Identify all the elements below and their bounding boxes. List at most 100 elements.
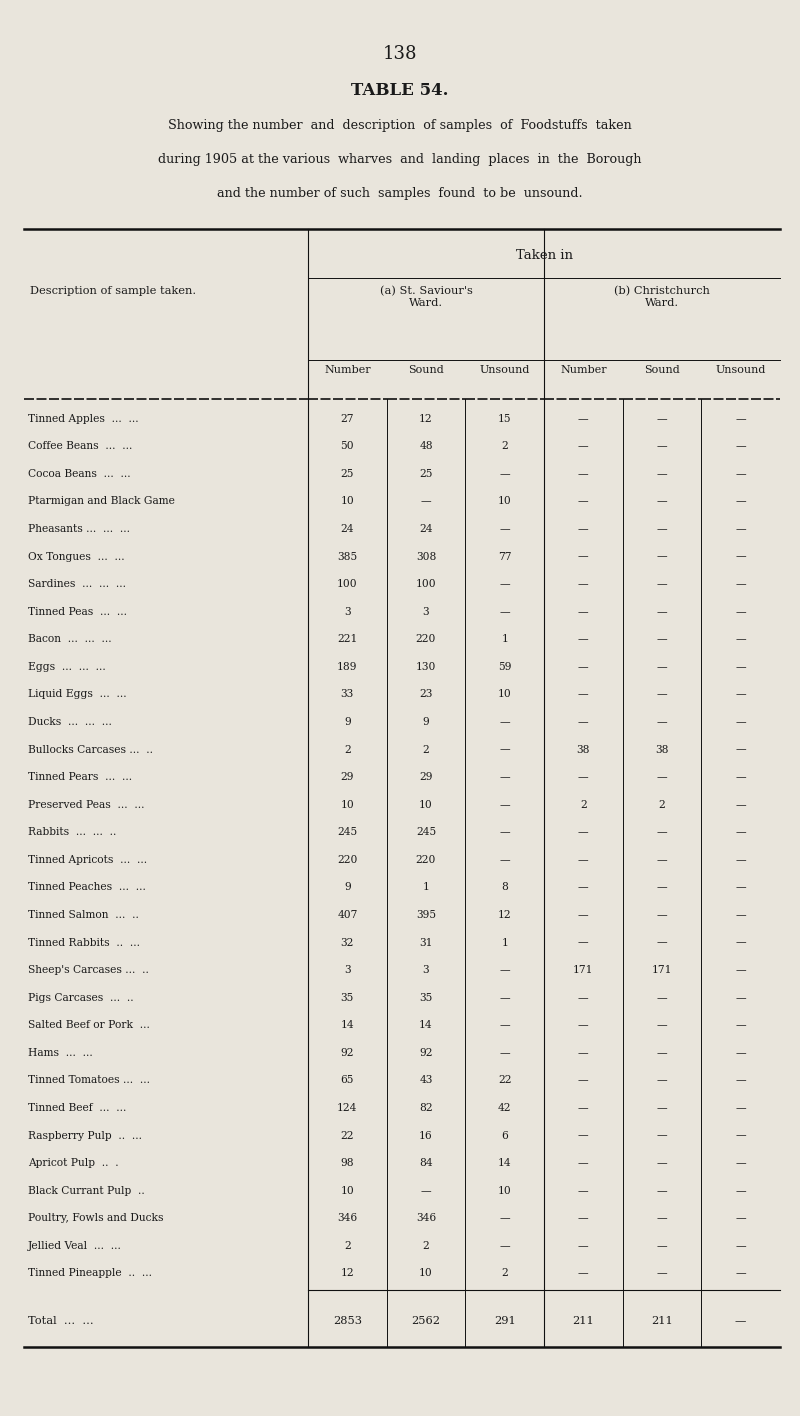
Text: 65: 65 <box>341 1075 354 1086</box>
Text: Hams  ...  ...: Hams ... ... <box>28 1048 93 1058</box>
Text: Tinned Pineapple  ..  ...: Tinned Pineapple .. ... <box>28 1269 152 1279</box>
Text: —: — <box>578 1021 589 1031</box>
Text: 2: 2 <box>422 1240 430 1250</box>
Text: Total  ...  ...: Total ... ... <box>28 1315 94 1327</box>
Text: —: — <box>657 937 667 947</box>
Text: —: — <box>578 469 589 479</box>
Text: —: — <box>657 579 667 589</box>
Text: —: — <box>499 524 510 534</box>
Text: 100: 100 <box>337 579 358 589</box>
Text: 385: 385 <box>338 552 358 562</box>
Text: 221: 221 <box>337 634 358 644</box>
Text: 3: 3 <box>344 966 350 976</box>
Text: Sheep's Carcases ...  ..: Sheep's Carcases ... .. <box>28 966 149 976</box>
Text: Sound: Sound <box>644 365 680 375</box>
Text: 24: 24 <box>419 524 433 534</box>
Text: 77: 77 <box>498 552 511 562</box>
Text: —: — <box>735 800 746 810</box>
Text: —: — <box>657 1214 667 1223</box>
Text: —: — <box>657 1269 667 1279</box>
Text: —: — <box>578 606 589 617</box>
Text: 92: 92 <box>419 1048 433 1058</box>
Text: —: — <box>657 413 667 423</box>
Text: —: — <box>735 579 746 589</box>
Text: Number: Number <box>324 365 370 375</box>
Text: 92: 92 <box>341 1048 354 1058</box>
Text: —: — <box>499 606 510 617</box>
Text: —: — <box>657 1048 667 1058</box>
Text: —: — <box>657 690 667 700</box>
Text: 59: 59 <box>498 661 511 671</box>
Text: 9: 9 <box>344 716 350 726</box>
Text: 124: 124 <box>337 1103 358 1113</box>
Text: 220: 220 <box>337 855 358 865</box>
Text: —: — <box>735 634 746 644</box>
Text: —: — <box>735 442 746 452</box>
Text: Cocoa Beans  ...  ...: Cocoa Beans ... ... <box>28 469 130 479</box>
Text: 220: 220 <box>416 634 436 644</box>
Text: —: — <box>578 634 589 644</box>
Text: —: — <box>657 552 667 562</box>
Text: —: — <box>657 661 667 671</box>
Text: —: — <box>657 497 667 507</box>
Text: TABLE 54.: TABLE 54. <box>351 82 449 99</box>
Text: —: — <box>578 413 589 423</box>
Text: 1: 1 <box>502 937 508 947</box>
Text: —: — <box>657 1185 667 1195</box>
Text: Preserved Peas  ...  ...: Preserved Peas ... ... <box>28 800 145 810</box>
Text: —: — <box>735 1021 746 1031</box>
Text: —: — <box>657 1075 667 1086</box>
Text: —: — <box>578 1048 589 1058</box>
Text: 31: 31 <box>419 937 433 947</box>
Text: —: — <box>578 1240 589 1250</box>
Text: 84: 84 <box>419 1158 433 1168</box>
Text: 9: 9 <box>422 716 430 726</box>
Text: 10: 10 <box>419 800 433 810</box>
Text: 245: 245 <box>416 827 436 837</box>
Text: —: — <box>499 1048 510 1058</box>
Text: 29: 29 <box>419 772 433 782</box>
Text: —: — <box>578 1075 589 1086</box>
Text: 25: 25 <box>341 469 354 479</box>
Text: —: — <box>657 827 667 837</box>
Text: —: — <box>657 634 667 644</box>
Text: 10: 10 <box>341 497 354 507</box>
Text: Pigs Carcases  ...  ..: Pigs Carcases ... .. <box>28 993 134 1003</box>
Text: 10: 10 <box>419 1269 433 1279</box>
Text: —: — <box>735 772 746 782</box>
Text: —: — <box>735 690 746 700</box>
Text: 346: 346 <box>338 1214 358 1223</box>
Text: 171: 171 <box>652 966 672 976</box>
Text: 22: 22 <box>498 1075 511 1086</box>
Text: Tinned Tomatoes ...  ...: Tinned Tomatoes ... ... <box>28 1075 150 1086</box>
Text: —: — <box>657 772 667 782</box>
Text: —: — <box>578 579 589 589</box>
Text: —: — <box>657 524 667 534</box>
Text: 220: 220 <box>416 855 436 865</box>
Text: Apricot Pulp  ..  .: Apricot Pulp .. . <box>28 1158 118 1168</box>
Text: —: — <box>735 910 746 920</box>
Text: 35: 35 <box>419 993 433 1003</box>
Text: Sardines  ...  ...  ...: Sardines ... ... ... <box>28 579 126 589</box>
Text: —: — <box>499 1021 510 1031</box>
Text: Poultry, Fowls and Ducks: Poultry, Fowls and Ducks <box>28 1214 163 1223</box>
Text: 3: 3 <box>422 606 430 617</box>
Text: Salted Beef or Pork  ...: Salted Beef or Pork ... <box>28 1021 150 1031</box>
Text: —: — <box>578 772 589 782</box>
Text: —: — <box>735 1269 746 1279</box>
Text: 6: 6 <box>502 1130 508 1140</box>
Text: —: — <box>578 1158 589 1168</box>
Text: 2: 2 <box>502 1269 508 1279</box>
Text: (b) Christchurch
Ward.: (b) Christchurch Ward. <box>614 286 710 307</box>
Text: —: — <box>657 1130 667 1140</box>
Text: 27: 27 <box>341 413 354 423</box>
Text: 2: 2 <box>580 800 586 810</box>
Text: 10: 10 <box>341 1185 354 1195</box>
Text: —: — <box>499 827 510 837</box>
Text: —: — <box>735 827 746 837</box>
Text: Ptarmigan and Black Game: Ptarmigan and Black Game <box>28 497 175 507</box>
Text: —: — <box>735 1103 746 1113</box>
Text: —: — <box>657 716 667 726</box>
Text: —: — <box>657 442 667 452</box>
Text: 23: 23 <box>419 690 433 700</box>
